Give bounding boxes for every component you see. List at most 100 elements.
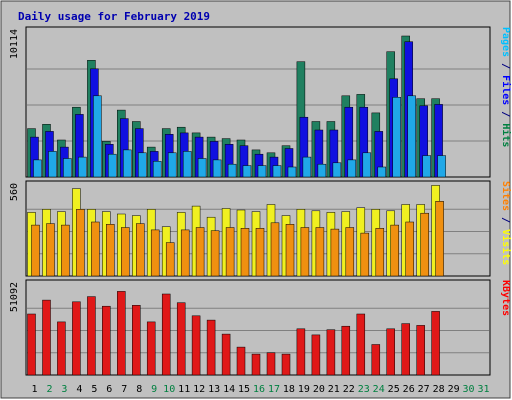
legend-part-bottom-0: KBytes [500, 280, 511, 316]
x-tick-label-31: 31 [477, 384, 489, 395]
bar-bottom-kbytes-28 [431, 311, 440, 376]
x-tick-label-13: 13 [208, 384, 220, 395]
bar-top-pages-7 [123, 149, 132, 178]
bar-middle-sites-28 [435, 201, 444, 277]
bar-bottom-kbytes-17 [266, 352, 276, 376]
x-tick-label-16: 16 [253, 384, 265, 395]
bar-middle-sites-22 [345, 227, 355, 277]
legend-part-top-3: / [500, 105, 511, 123]
bar-bottom-kbytes-18 [281, 353, 291, 376]
bar-top-pages-5 [93, 95, 102, 178]
bar-bottom-kbytes-19 [296, 328, 306, 376]
bar-top-pages-23 [362, 152, 372, 178]
panel-middle: 560 Sites / Visits [9, 180, 512, 277]
bar-middle-sites-26 [405, 221, 414, 277]
bar-bottom-kbytes-10 [161, 293, 171, 376]
bar-top-pages-3 [63, 158, 72, 178]
chart-title: Daily usage for February 2019 [18, 10, 210, 23]
legend-part-middle-0: Sites [500, 181, 512, 211]
bar-bottom-kbytes-22 [341, 325, 351, 376]
bar-middle-sites-16 [255, 228, 265, 277]
bar-top-pages-8 [138, 152, 147, 178]
x-tick-label-29: 29 [448, 384, 460, 395]
bar-top-pages-15 [242, 165, 252, 178]
x-tick-label-15: 15 [238, 384, 250, 395]
legend-part-middle-1: / [500, 211, 511, 229]
bar-middle-sites-5 [91, 221, 100, 277]
bar-bottom-kbytes-11 [176, 302, 186, 376]
bar-middle-sites-18 [285, 224, 295, 277]
bar-top-pages-20 [317, 163, 327, 178]
bar-top-pages-26 [407, 95, 416, 178]
bar-bottom-kbytes-3 [57, 321, 66, 376]
bar-middle-sites-7 [121, 227, 130, 277]
bar-middle-sites-15 [240, 228, 250, 277]
bar-top-pages-25 [392, 97, 401, 178]
bar-top-pages-22 [347, 159, 357, 178]
panel-top: 10114 Pages / Files / Hits [9, 26, 512, 178]
x-tick-label-27: 27 [418, 384, 430, 395]
bar-bottom-kbytes-1 [27, 313, 36, 376]
bar-middle-sites-12 [195, 227, 205, 277]
bar-middle-sites-20 [315, 227, 325, 277]
bar-bottom-kbytes-25 [386, 328, 395, 376]
bar-bottom-kbytes-14 [221, 333, 231, 376]
x-tick-label-14: 14 [223, 384, 235, 395]
legend-part-top-4: Hits [500, 123, 512, 147]
x-tick-label-10: 10 [163, 384, 175, 395]
x-tick-label-11: 11 [178, 384, 190, 395]
bar-bottom-kbytes-2 [42, 299, 51, 376]
x-tick-label-24: 24 [373, 384, 385, 395]
bar-bottom-kbytes-8 [132, 305, 141, 376]
bar-middle-sites-21 [330, 228, 340, 277]
bar-bottom-kbytes-7 [117, 291, 126, 376]
bar-top-pages-27 [422, 155, 431, 178]
bar-top-pages-16 [257, 165, 267, 178]
bar-top-pages-17 [272, 165, 282, 178]
legend-part-middle-2: Visits [500, 229, 512, 265]
x-tick-label-28: 28 [433, 384, 445, 395]
bar-top-pages-18 [287, 166, 297, 178]
bar-bottom-kbytes-24 [371, 344, 381, 376]
bar-bottom-kbytes-26 [401, 323, 410, 376]
bar-bottom-kbytes-6 [102, 305, 111, 376]
bar-top-pages-11 [182, 151, 192, 178]
bar-bottom-kbytes-4 [72, 301, 81, 376]
legend-top: Pages / Files / Hits [500, 27, 512, 147]
bar-top-pages-4 [78, 156, 87, 178]
x-tick-label-26: 26 [403, 384, 415, 395]
bar-middle-sites-3 [61, 224, 70, 277]
bar-middle-sites-10 [165, 242, 175, 277]
bar-bottom-kbytes-5 [87, 296, 96, 376]
x-tick-label-22: 22 [343, 384, 355, 395]
legend-part-top-0: Pages [500, 27, 511, 57]
bar-bottom-kbytes-16 [251, 353, 261, 376]
bar-bottom-kbytes-21 [326, 329, 336, 376]
bar-top-pages-28 [437, 155, 446, 178]
bar-top-pages-24 [377, 166, 387, 178]
y-max-label-bottom: 51092 [9, 282, 20, 312]
legend-bottom: KBytes [500, 280, 511, 316]
bar-middle-sites-13 [210, 230, 220, 277]
x-tick-label-25: 25 [388, 384, 400, 395]
bar-top-pages-21 [332, 162, 342, 178]
bar-bottom-kbytes-13 [206, 319, 216, 376]
bar-top-pages-9 [152, 161, 162, 178]
bar-top-pages-6 [108, 153, 117, 178]
x-tick-label-9: 9 [151, 384, 157, 395]
x-tick-label-2: 2 [46, 384, 52, 395]
x-tick-label-21: 21 [328, 384, 340, 395]
bar-bottom-kbytes-20 [311, 334, 321, 376]
bar-bottom-kbytes-27 [416, 325, 425, 376]
bar-top-pages-19 [302, 156, 312, 178]
bar-middle-sites-17 [270, 222, 280, 277]
x-tick-label-18: 18 [283, 384, 295, 395]
bar-middle-sites-23 [360, 232, 370, 277]
legend-part-top-1: / [500, 57, 511, 75]
x-tick-label-6: 6 [106, 384, 112, 395]
x-tick-label-5: 5 [91, 384, 97, 395]
x-tick-label-3: 3 [61, 384, 67, 395]
panels-layer: 10114 Pages / Files / Hits 560 Sites / Visi… [9, 26, 512, 376]
x-tick-label-17: 17 [268, 384, 280, 395]
